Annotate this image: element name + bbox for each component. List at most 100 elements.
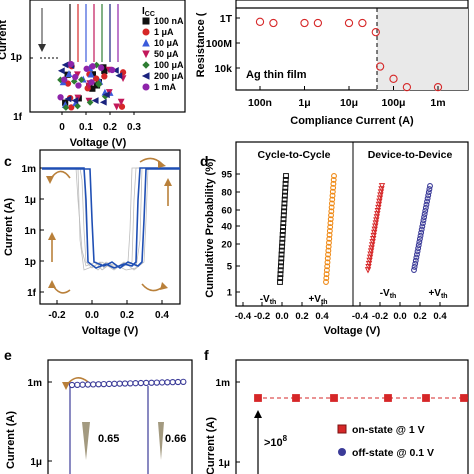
data-point [300,18,309,28]
data-point [424,198,430,205]
panel-d-group-title: Cycle-to-Cycle [258,149,331,161]
data-point [422,394,430,402]
legend-label: 100 μA [154,60,184,70]
data-point [417,232,424,239]
data-point [278,255,285,262]
data-point [413,254,420,261]
data-point [117,98,125,106]
panel-e-frame [47,359,193,474]
panel-f-ytick: 1m [216,378,231,389]
data-point [277,267,284,274]
data-point [71,97,79,104]
panel-d-xtick: 0.4 [315,311,329,322]
panel-e-annotation: 0.65 [98,433,119,445]
panel-a-xtick: 0.1 [79,122,93,133]
data-point [425,189,432,196]
data-point [371,28,380,37]
panel-d-ytick: 80 [221,188,232,199]
data-point [279,231,286,238]
panel-b-points [255,17,443,92]
panel-e-annotation: 0.66 [165,433,186,445]
panel-d-xtick: 0.2 [413,311,426,322]
data-point [328,204,335,211]
data-point [72,73,79,81]
panel-f-frame [235,359,469,474]
panel-d: d Cumulative Probability (%) 95 80 60 40 20 5… [200,141,469,337]
data-point [118,103,126,110]
legend-label-off: off-state @ 0.1 V [352,447,434,459]
data-point [324,255,331,262]
data-point [158,379,166,386]
data-point [91,97,99,104]
data-point [389,74,398,83]
data-point [74,102,81,110]
data-point [281,204,288,211]
data-point [101,73,108,80]
data-point [326,228,333,234]
panel-c-ytick: 1μ [24,195,36,206]
data-point [411,267,417,273]
panel-d-xtick: 0.4 [433,311,447,322]
panel-b-ytick: 1T [220,13,233,25]
legend-marker [142,28,150,36]
legend-marker [142,38,150,47]
data-point [65,70,73,77]
panel-a-xtick: 0.3 [127,122,141,133]
data-point [105,380,113,388]
panel-a: Current 1p 1f 0 0.1 0.2 0.3 Voltage (V) … [0,0,186,149]
panel-c-arrows [46,157,172,294]
data-point [375,62,385,71]
data-point [95,81,103,88]
data-point [282,180,289,187]
data-point [84,381,92,388]
data-point [424,195,431,202]
data-point [89,63,96,70]
data-point [329,188,336,195]
data-point [378,183,386,190]
panel-e-ytick: 1m [28,378,43,389]
data-point [330,176,337,183]
panel-b-xtick: 100n [248,97,272,109]
data-point [121,380,129,387]
data-point [325,251,332,258]
panel-d-xtick: -0.2 [372,311,388,322]
data-point [277,263,284,270]
panel-b-ytick: 10k [214,63,232,75]
data-point [419,223,426,230]
data-point [323,279,329,285]
data-point [419,220,426,227]
legend-label: 10 μA [154,38,179,48]
data-point [327,220,334,227]
data-point [344,18,354,28]
legend-marker-on [337,424,347,434]
panel-a-xtick: 0.2 [103,122,117,133]
panel-d-ytick: 1 [227,288,233,299]
data-point [279,243,285,250]
panel-d-xtick: -0.4 [352,311,369,322]
data-point [277,279,283,285]
panel-d-ytick: 5 [227,262,233,273]
panel-f-arrowhead [254,410,262,418]
data-point [327,216,334,223]
panel-d-xtick: -0.2 [254,311,270,322]
panel-c-ylabel: Current (A) [3,198,15,256]
panel-a-xtick: 0 [59,122,65,133]
data-point [326,239,332,246]
data-point [254,394,262,402]
data-point [425,192,432,199]
data-point [282,188,289,195]
data-point [414,251,420,258]
data-point [102,91,110,99]
data-point [87,70,95,78]
data-point [279,239,286,246]
panel-a-ytick-1p: 1p [10,52,22,63]
data-point [281,208,287,215]
panel-b-xlabel: Compliance Current (A) [290,115,414,127]
data-point [137,379,145,387]
data-point [255,17,265,26]
data-point [330,394,338,402]
data-point [313,18,323,28]
data-point [325,243,332,250]
panel-d-xtick: -0.4 [235,311,252,322]
data-point [328,212,334,219]
